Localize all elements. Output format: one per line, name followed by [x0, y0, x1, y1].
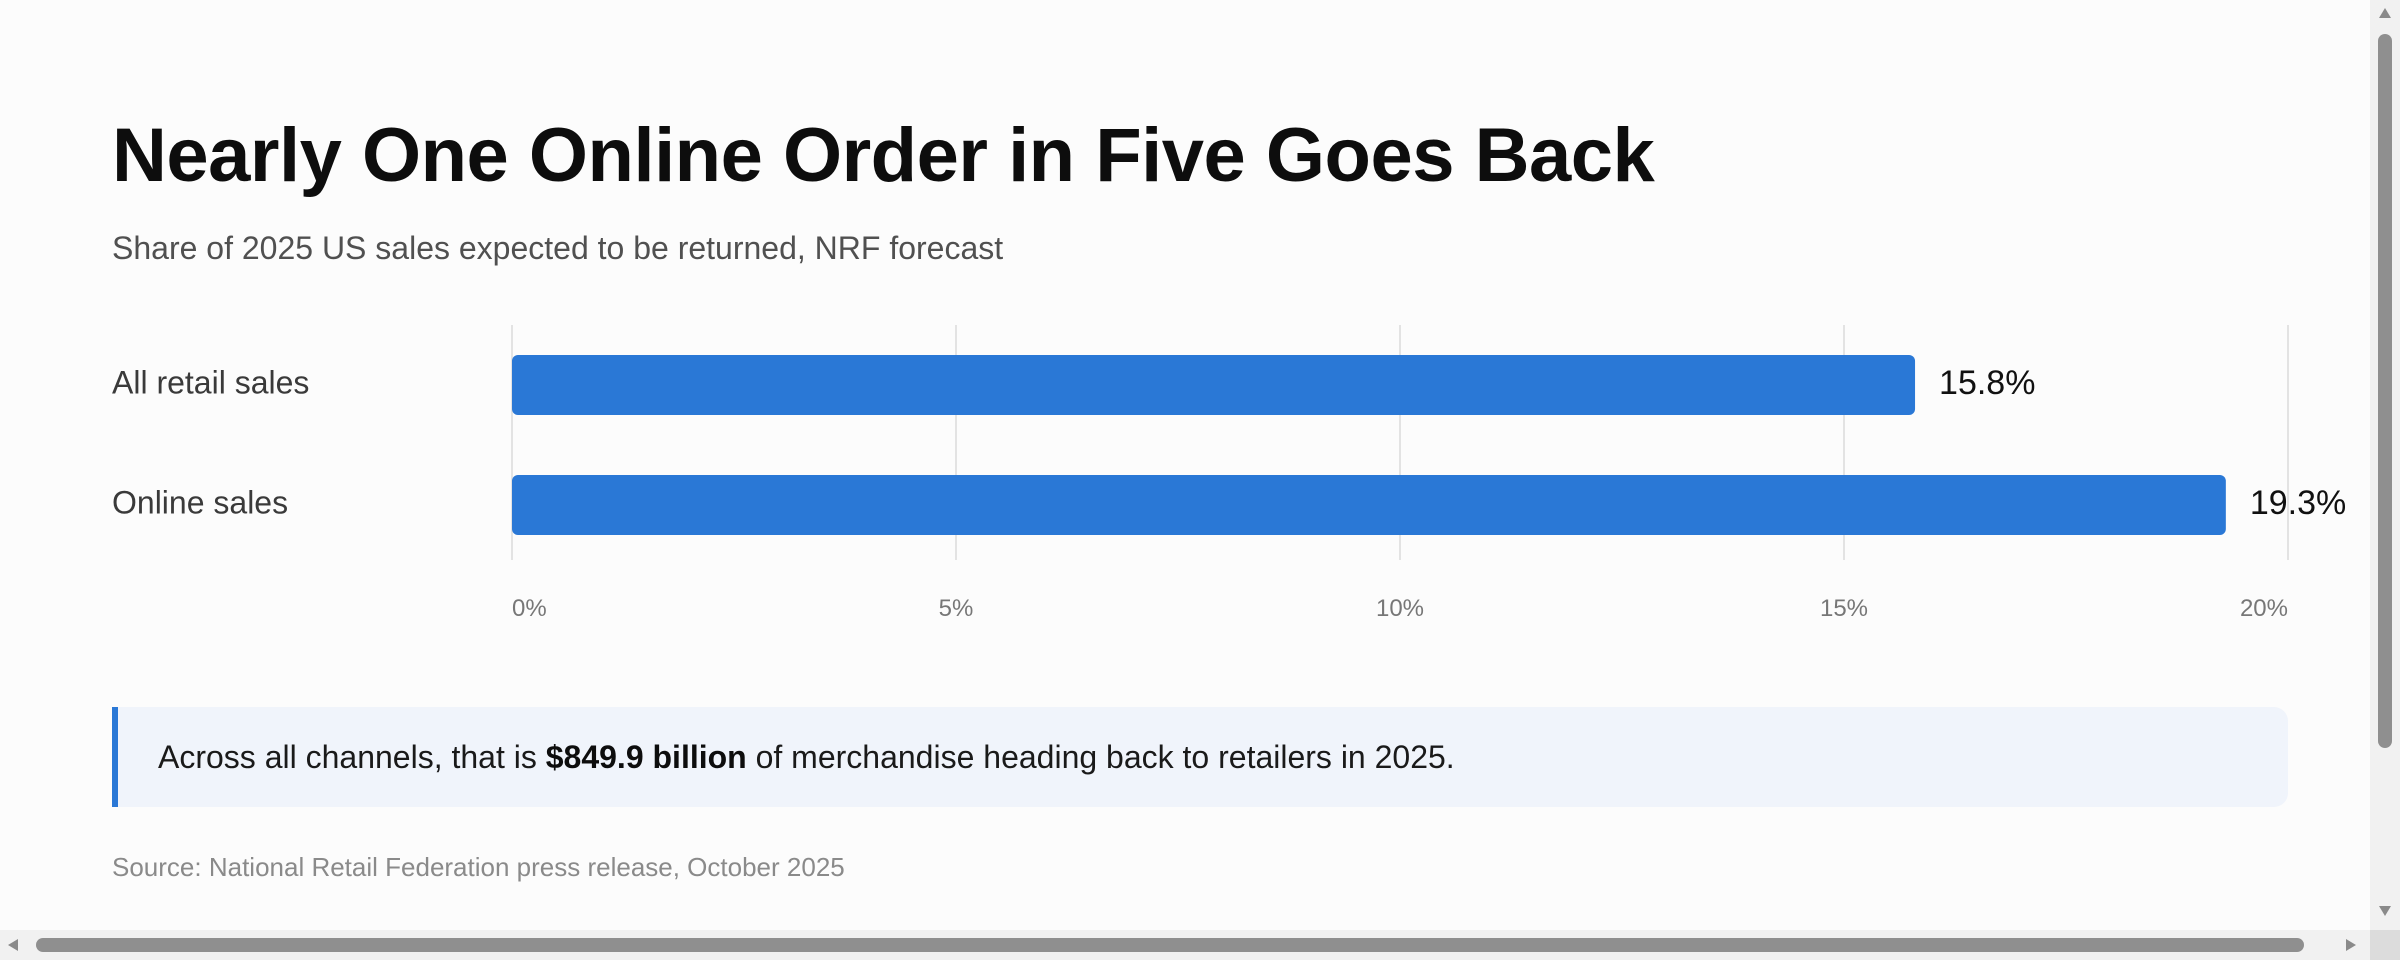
tick-label-4: 20% — [2240, 595, 2288, 622]
callout-box: Across all channels, that is $849.9 bill… — [112, 707, 2288, 807]
callout-prefix: Across all channels, that is — [158, 738, 546, 775]
tick-labels: 0% 5% 10% 15% 20% — [512, 595, 2288, 622]
value-label-0: 15.8% — [1939, 364, 2035, 402]
scrollbar-corner — [2370, 930, 2400, 960]
tick-label-2: 10% — [1376, 595, 1424, 622]
vertical-scrollbar[interactable] — [2370, 0, 2400, 930]
scroll-up-arrow-icon[interactable] — [2379, 8, 2391, 18]
scroll-down-arrow-icon[interactable] — [2379, 906, 2391, 916]
page: Nearly One Online Order in Five Goes Bac… — [112, 113, 2346, 882]
horizontal-scrollbar[interactable] — [0, 930, 2370, 960]
tick-label-3: 15% — [1820, 595, 1868, 622]
horizontal-scroll-thumb[interactable] — [36, 938, 2304, 952]
chart-subtitle: Share of 2025 US sales expected to be re… — [112, 230, 1004, 266]
scroll-right-arrow-icon[interactable] — [2346, 939, 2356, 951]
callout-text: Across all channels, that is $849.9 bill… — [158, 739, 1455, 776]
callout-highlight: $849.9 billion — [545, 738, 747, 775]
callout-suffix: of merchandise heading back to retailers… — [746, 738, 1455, 775]
category-label-0: All retail sales — [112, 364, 309, 400]
bars — [512, 355, 2226, 535]
value-label-1: 19.3% — [2250, 484, 2346, 522]
category-label-1: Online sales — [112, 484, 288, 520]
category-labels: All retail sales Online sales — [112, 364, 309, 520]
tick-label-0: 0% — [512, 595, 547, 622]
value-labels: 15.8% 19.3% — [1939, 364, 2346, 522]
bar-1 — [512, 475, 2226, 535]
vertical-scroll-thumb[interactable] — [2378, 34, 2392, 748]
scroll-left-arrow-icon[interactable] — [8, 939, 18, 951]
chart-title: Nearly One Online Order in Five Goes Bac… — [112, 113, 1655, 198]
bar-0 — [512, 355, 1916, 415]
source-note: Source: National Retail Federation press… — [112, 852, 845, 882]
tick-label-1: 5% — [939, 595, 974, 622]
